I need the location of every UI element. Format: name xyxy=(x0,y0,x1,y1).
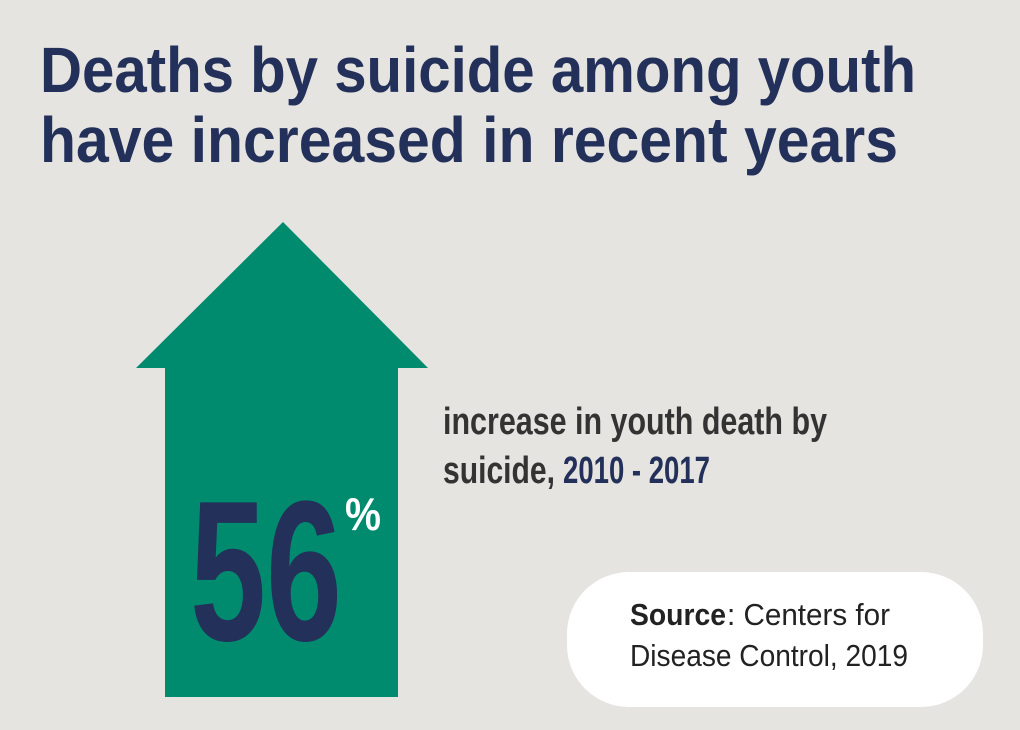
arrow xyxy=(136,222,428,697)
stat-value: 56 xyxy=(190,460,342,683)
source-label: Source xyxy=(630,597,726,632)
title-line: Deaths by suicide among youth xyxy=(40,34,916,106)
title-line: have increased in recent years xyxy=(40,104,898,176)
source-box xyxy=(567,572,983,707)
description-line: suicide, xyxy=(443,450,555,492)
source-text: : Centers for xyxy=(727,597,890,632)
source-text: Disease Control, 2019 xyxy=(630,638,908,673)
stat-unit: % xyxy=(345,488,381,540)
description-line: increase in youth death by xyxy=(443,401,827,443)
description-highlight: 2010 - 2017 xyxy=(563,450,710,492)
